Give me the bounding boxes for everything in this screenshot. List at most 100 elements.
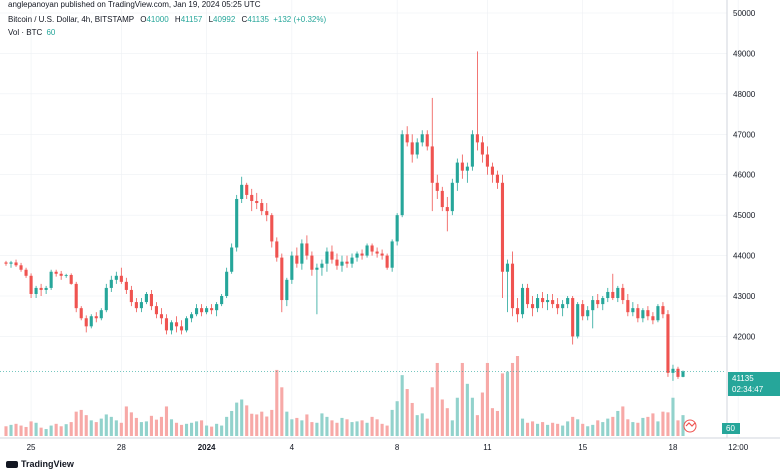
volume-bar (676, 420, 680, 436)
volume-bar (34, 422, 38, 436)
candle-body (59, 273, 63, 276)
volume-bar (455, 397, 459, 436)
volume-bar (290, 419, 294, 436)
candle-body (189, 314, 194, 319)
volume-bar (200, 420, 204, 436)
volume-bar (84, 415, 88, 436)
candle-body (485, 154, 489, 167)
volume-bar (495, 410, 500, 436)
volume-bar (601, 422, 605, 436)
publisher-line: anglepanoyan published on TradingView.co… (8, 0, 261, 9)
candle-body (49, 271, 53, 288)
volume-bar (9, 424, 13, 436)
volume-bar (475, 415, 479, 436)
volume-bar (169, 419, 174, 436)
candle-body (611, 291, 615, 299)
time-axis[interactable]: 25 28 2024 4 8 11 15 18 12:00 (27, 443, 749, 452)
volume-bar (355, 421, 359, 436)
candle-body (460, 162, 464, 171)
candle-body (400, 134, 404, 216)
grid-lines (0, 0, 739, 438)
candle-body (445, 207, 449, 212)
candle-body (149, 293, 153, 307)
volume-bar (230, 410, 234, 436)
symbol-legend[interactable]: Bitcoin / U.S. Dollar, 4h, BITSTAMP O410… (8, 15, 326, 24)
candle-body (34, 287, 38, 294)
candle-body (380, 253, 384, 256)
candle-body (39, 287, 43, 290)
candle-body (591, 300, 595, 311)
candle-body (245, 184, 249, 195)
low-label: L (208, 15, 214, 24)
volume-bar (576, 419, 580, 436)
volume-bar (345, 419, 349, 436)
volume-bar (350, 422, 354, 436)
price-tick-label: 47000 (733, 130, 756, 139)
volume-bar (510, 362, 515, 436)
volume-bar (109, 416, 113, 436)
volume-bar (260, 411, 264, 436)
bar-countdown: 02:34:47 (732, 385, 764, 394)
candle-body (280, 257, 284, 301)
candle-body (350, 257, 354, 264)
volume-bar (500, 373, 505, 436)
volume-bar (14, 423, 18, 436)
time-tick-label: 28 (117, 443, 126, 452)
candle-body (651, 316, 655, 321)
time-tick-label: 15 (578, 443, 587, 452)
volume-bar (651, 413, 655, 436)
volume-bar (556, 423, 560, 436)
candle-body (536, 298, 540, 309)
candle-body (305, 243, 309, 256)
candle-body (676, 368, 680, 377)
volume-bar (89, 420, 93, 436)
volume-bar (159, 416, 164, 436)
volume-bars (4, 356, 685, 436)
volume-bar (235, 402, 239, 436)
candle-body (525, 287, 530, 305)
volume-bar (210, 426, 214, 436)
candle-body (480, 142, 484, 155)
volume-bar (330, 420, 334, 436)
volume-bar (586, 426, 590, 436)
volume-bar (390, 409, 394, 436)
volume-bar (445, 408, 449, 436)
price-tick-label: 48000 (733, 90, 756, 99)
candle-body (666, 314, 670, 373)
candle-body (295, 255, 299, 264)
candle-body (240, 184, 244, 199)
volume-bar (405, 389, 409, 436)
price-axis[interactable]: 42000 43000 44000 45000 46000 47000 48000 49000… (733, 9, 756, 341)
candle-body (531, 304, 535, 309)
candle-body (265, 211, 269, 216)
volume-bar (435, 362, 439, 436)
volume-bar (94, 422, 98, 436)
logo-text: TradingView (21, 459, 74, 469)
volume-bar (300, 420, 304, 436)
volume-bar (240, 399, 244, 436)
volume-bar (596, 420, 600, 436)
volume-label: Vol · BTC (8, 28, 43, 37)
candle-body (179, 326, 184, 331)
candlesticks (4, 51, 685, 381)
volume-bar (124, 406, 128, 436)
candle-body (450, 182, 454, 212)
candle-body (129, 289, 133, 303)
volume-bar (39, 427, 43, 436)
volume-bar (49, 425, 53, 436)
volume-bar (666, 412, 670, 436)
volume-bar (205, 425, 209, 436)
candle-body (410, 142, 414, 155)
volume-bar (566, 421, 570, 436)
volume-bar (129, 412, 133, 436)
volume-legend[interactable]: Vol · BTC 60 (8, 28, 55, 37)
time-tick-label: 18 (669, 443, 678, 452)
candle-body (360, 253, 364, 256)
volume-bar (179, 424, 184, 436)
price-tick-label: 49000 (733, 49, 756, 58)
candle-body (561, 304, 565, 309)
tradingview-logo[interactable]: TradingView (6, 459, 74, 469)
volume-bar (470, 397, 474, 436)
volume-bar (400, 375, 404, 436)
